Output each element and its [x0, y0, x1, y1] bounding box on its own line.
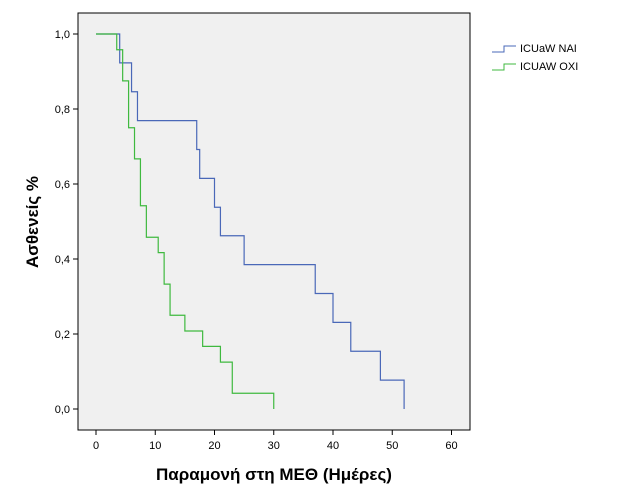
legend-swatch-nai — [492, 44, 516, 54]
series-line-oxi — [96, 33, 275, 409]
y-tick-label: 0,8 — [55, 104, 70, 116]
y-tick-label: 0,2 — [55, 329, 70, 341]
x-tick-label: 0 — [93, 440, 99, 452]
y-tick-label: 0,6 — [55, 179, 70, 191]
series-line-nai — [96, 33, 405, 409]
x-axis-label: Παραμονή στη ΜΕΘ (Ημέρες) — [156, 465, 392, 484]
plot-area — [77, 12, 471, 431]
legend-item-oxi: ICUAW OXI — [492, 58, 578, 76]
y-axis: 0,0 0,2 0,4 0,6 0,8 1,0 — [55, 29, 78, 416]
x-tick-label: 50 — [386, 440, 398, 452]
y-tick-label: 0,0 — [55, 404, 70, 416]
legend-label-nai: ICUaW NAI — [520, 43, 577, 55]
series-curves — [96, 33, 405, 409]
x-tick-label: 30 — [268, 440, 280, 452]
y-axis-label: Ασθενείς % — [23, 176, 42, 268]
y-tick-label: 1,0 — [55, 29, 70, 41]
legend-swatch-oxi — [492, 62, 516, 72]
legend-item-nai: ICUaW NAI — [492, 40, 578, 58]
y-tick-label: 0,4 — [55, 254, 70, 266]
x-tick-label: 60 — [445, 440, 457, 452]
x-tick-label: 20 — [208, 440, 220, 452]
x-tick-label: 40 — [327, 440, 339, 452]
x-axis: 0 10 20 30 40 50 60 — [93, 430, 458, 452]
legend: ICUaW NAI ICUAW OXI — [492, 40, 578, 76]
x-tick-label: 10 — [149, 440, 161, 452]
legend-label-oxi: ICUAW OXI — [520, 61, 579, 73]
